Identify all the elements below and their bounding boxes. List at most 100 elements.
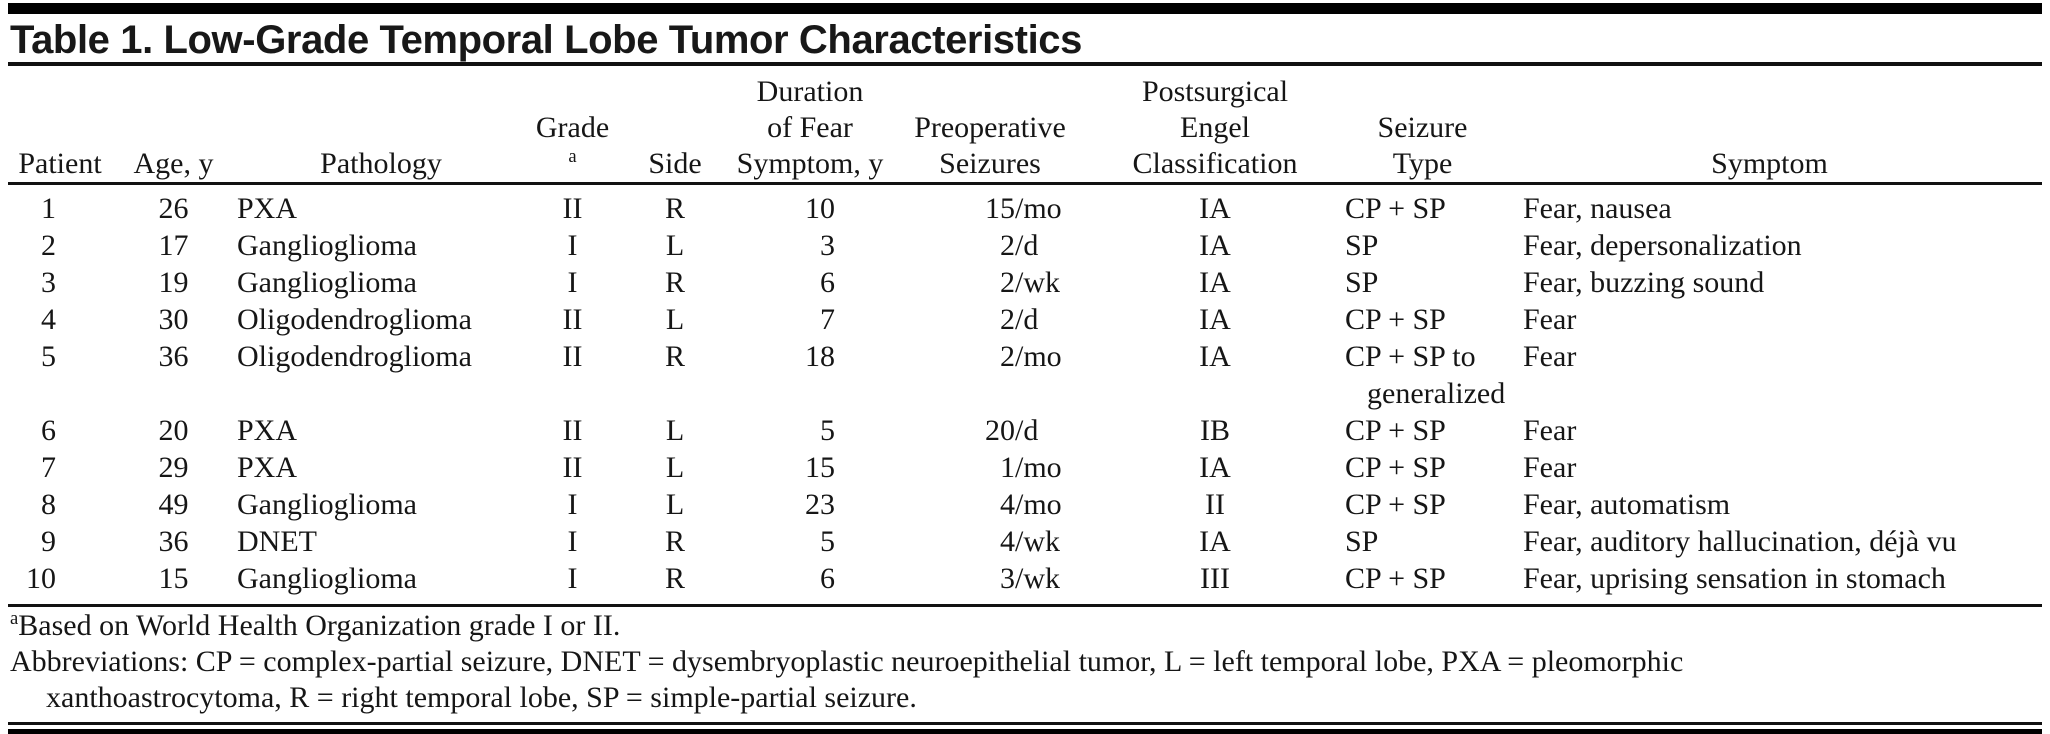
cell-age: 26	[158, 192, 189, 225]
cell-pathology: PXA	[237, 414, 298, 447]
cell-side: R	[664, 266, 685, 299]
cell-side: R	[664, 525, 685, 558]
table-row: 2 17 Ganglioglioma I L 3 2/d IA SP Fear, deperson…	[10, 227, 2034, 264]
cell-grade: I	[567, 488, 578, 521]
cell-duration-of-fear: 5	[820, 525, 835, 558]
header-label-line3: Classification	[1132, 147, 1298, 180]
footnote-abbreviations-line2: xanthoastrocytoma, R = right temporal lo…	[46, 681, 917, 714]
seizure-type-line: CP + SP	[1345, 488, 1446, 521]
seizure-frequency-number: 2	[1000, 266, 1015, 299]
seizure-frequency-number: 4	[1000, 525, 1015, 558]
cell-preoperative-seizures: 2/d	[890, 301, 1090, 338]
cell-pathology: Ganglioglioma	[237, 229, 417, 262]
column-header-patient: Patient	[10, 66, 110, 182]
seizure-type-line: CP + SP	[1345, 192, 1446, 225]
cell-engel-classification: IA	[1199, 525, 1231, 558]
cell-pathology: Ganglioglioma	[237, 562, 417, 595]
cell-pathology: DNET	[237, 525, 317, 558]
cell-patient: 2	[41, 229, 56, 262]
seizure-frequency-number: 4	[1000, 488, 1015, 521]
cell-symptom: Fear, depersonalization	[1523, 229, 1802, 262]
cell-duration-of-fear: 5	[820, 414, 835, 447]
cell-engel-classification: IA	[1199, 303, 1231, 336]
seizure-type-line: CP + SP to	[1345, 340, 1476, 373]
cell-preoperative-seizures: 2/mo	[890, 338, 1090, 375]
header-label-line1: Postsurgical	[1141, 75, 1289, 108]
grade-footnote-marker: a	[568, 146, 577, 167]
column-header-symptom: Symptom	[1505, 66, 2034, 182]
seizure-frequency-unit: /d	[1015, 229, 1039, 262]
table-body: 1 26 PXA II R 10 15/mo IA CP + SP Fear, nausea 2 17…	[10, 190, 2034, 597]
seizure-frequency-unit: /wk	[1015, 562, 1060, 595]
seizure-type-line: CP + SP	[1345, 414, 1446, 447]
cell-symptom: Fear, nausea	[1523, 192, 1672, 225]
cell-side: L	[665, 229, 685, 262]
cell-side: L	[665, 451, 685, 484]
cell-grade: I	[567, 229, 578, 262]
cell-age: 15	[158, 562, 189, 595]
cell-engel-classification: IA	[1199, 229, 1231, 262]
cell-duration-of-fear: 3	[820, 229, 835, 262]
cell-engel-classification: III	[1200, 562, 1230, 595]
bottom-thick-rule	[8, 729, 2042, 734]
table-row: 7 29 PXA II L 15 1/mo IA CP + SP Fear	[10, 449, 2034, 486]
seizure-frequency-unit: /wk	[1015, 266, 1060, 299]
seizure-type-line: SP	[1345, 266, 1379, 299]
cell-symptom: Fear, uprising sensation in stomach	[1523, 562, 1946, 595]
cell-engel-classification: IA	[1199, 451, 1231, 484]
cell-symptom: Fear, automatism	[1523, 488, 1731, 521]
seizure-frequency-number: 2	[1000, 229, 1015, 262]
cell-patient: 6	[41, 414, 56, 447]
column-header-pathology: Pathology	[237, 66, 525, 182]
header-label-line3: Symptom, y	[736, 147, 884, 180]
cell-pathology: Oligodendroglioma	[237, 340, 472, 373]
seizure-frequency-unit: /d	[1015, 303, 1039, 336]
cell-side: R	[664, 562, 685, 595]
cell-side: L	[665, 303, 685, 336]
cell-preoperative-seizures: 2/wk	[890, 264, 1090, 301]
body-footnote-divider-rule	[8, 604, 2042, 607]
cell-grade: II	[562, 414, 583, 447]
seizure-type-line: generalized	[1367, 377, 1506, 410]
table-row: 9 36 DNET I R 5 4/wk IA SP Fear, auditory halluci…	[10, 523, 2034, 560]
header-label-line2: Engel	[1180, 111, 1250, 144]
cell-grade: II	[562, 192, 583, 225]
cell-grade: I	[567, 266, 578, 299]
header-label-line1: Preoperative	[914, 111, 1066, 144]
table-row: 8 49 Ganglioglioma I L 23 4/mo II CP + SP Fear, a…	[10, 486, 2034, 523]
cell-patient: 7	[41, 451, 56, 484]
header-label-line1: Duration	[756, 75, 864, 108]
header-divider-rule	[8, 182, 2042, 185]
cell-pathology: Ganglioglioma	[237, 488, 417, 521]
cell-pathology: PXA	[237, 451, 298, 484]
header-label-line2: Seizures	[939, 147, 1041, 180]
cell-age: 30	[158, 303, 189, 336]
table-row: 4 30 Oligodendroglioma II L 7 2/d IA CP + SP Fear	[10, 301, 2034, 338]
seizure-frequency-unit: /mo	[1015, 451, 1062, 484]
cell-grade: I	[567, 525, 578, 558]
cell-seizure-type: CP + SP	[1340, 412, 1505, 449]
title-divider-rule	[8, 62, 2042, 66]
cell-patient: 9	[41, 525, 56, 558]
cell-symptom: Fear	[1523, 303, 1577, 336]
cell-seizure-type: SP	[1340, 227, 1505, 264]
cell-engel-classification: IA	[1199, 266, 1231, 299]
cell-symptom: Fear	[1523, 340, 1577, 373]
cell-duration-of-fear: 6	[820, 562, 835, 595]
cell-preoperative-seizures: 2/d	[890, 227, 1090, 264]
cell-engel-classification: IA	[1199, 192, 1231, 225]
cell-duration-of-fear: 6	[820, 266, 835, 299]
cell-seizure-type: CP + SP to generalized	[1340, 338, 1505, 412]
header-label: Side	[648, 147, 702, 180]
header-label-line1: Seizure	[1377, 111, 1468, 144]
cell-seizure-type: CP + SP	[1340, 560, 1505, 597]
header-label: Patient	[18, 147, 102, 180]
seizure-frequency-unit: /wk	[1015, 525, 1060, 558]
seizure-frequency-unit: /mo	[1015, 488, 1062, 521]
footnote-grade: aBased on World Health Organization grad…	[10, 608, 621, 642]
seizure-frequency-number: 15	[985, 192, 1015, 225]
header-label: Symptom	[1711, 147, 1828, 180]
table-row: 10 15 Ganglioglioma I R 6 3/wk III CP + SP Fear, …	[10, 560, 2034, 597]
cell-age: 19	[158, 266, 189, 299]
seizure-frequency-unit: /mo	[1015, 340, 1062, 373]
